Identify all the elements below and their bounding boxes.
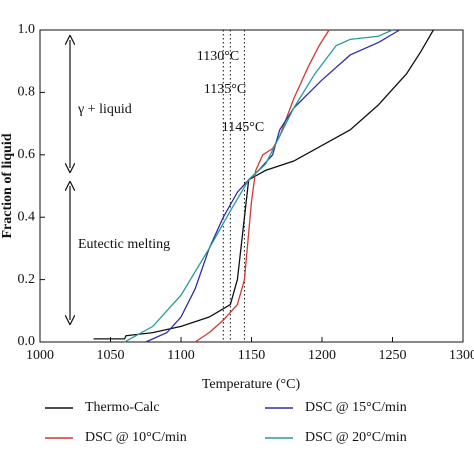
legend-label: DSC @ 20°C/min — [305, 430, 407, 445]
x-tick-label: 1250 — [379, 348, 407, 363]
legend-label: Thermo-Calc — [85, 400, 160, 415]
reference-label: 1130°C — [197, 49, 239, 64]
x-tick-label: 1050 — [97, 348, 125, 363]
y-tick-label: 0.6 — [18, 147, 36, 162]
y-tick-label: 0.4 — [18, 209, 36, 224]
reference-label: 1145°C — [222, 120, 264, 135]
y-tick-label: 0.8 — [18, 85, 36, 100]
annotation: γ + liquid — [77, 102, 132, 117]
legend-label: DSC @ 15°C/min — [305, 400, 407, 415]
x-tick-label: 1000 — [26, 348, 54, 363]
annotation: Eutectic melting — [78, 237, 170, 252]
data-line — [93, 29, 434, 340]
x-tick-label: 1300 — [449, 348, 474, 363]
y-tick-label: 0.0 — [18, 334, 36, 349]
reference-label: 1135°C — [204, 82, 246, 97]
x-tick-label: 1100 — [167, 348, 194, 363]
y-axis-label: Fraction of liquid — [0, 133, 15, 238]
y-tick-label: 0.2 — [18, 272, 36, 287]
plot-frame — [39, 29, 464, 343]
y-tick-label: 1.0 — [18, 22, 36, 37]
x-axis-label: Temperature (°C) — [202, 377, 301, 392]
x-tick-label: 1200 — [308, 348, 336, 363]
legend-label: DSC @ 10°C/min — [85, 430, 187, 445]
data-line — [194, 29, 330, 343]
x-tick-label: 1150 — [238, 348, 265, 363]
data-line — [124, 29, 393, 343]
data-line — [145, 29, 400, 343]
